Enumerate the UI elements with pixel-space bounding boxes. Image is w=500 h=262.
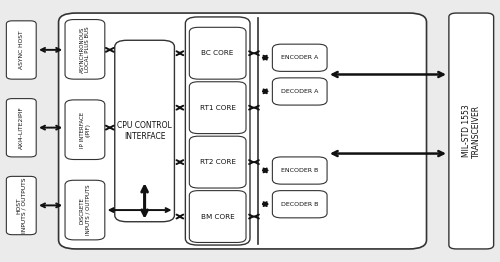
Text: RT1 CORE: RT1 CORE xyxy=(200,105,235,111)
FancyBboxPatch shape xyxy=(190,82,246,134)
Text: DECODER B: DECODER B xyxy=(281,202,318,207)
FancyBboxPatch shape xyxy=(58,13,426,249)
Text: HOST
INPUTS / OUTPUTS: HOST INPUTS / OUTPUTS xyxy=(16,178,26,233)
FancyBboxPatch shape xyxy=(65,100,105,160)
FancyBboxPatch shape xyxy=(272,78,327,105)
FancyBboxPatch shape xyxy=(6,99,36,157)
FancyBboxPatch shape xyxy=(190,27,246,79)
FancyBboxPatch shape xyxy=(190,191,246,242)
Text: ENCODER B: ENCODER B xyxy=(281,168,318,173)
FancyBboxPatch shape xyxy=(6,176,36,235)
Text: BM CORE: BM CORE xyxy=(201,214,234,220)
FancyBboxPatch shape xyxy=(272,44,327,71)
Text: CPU CONTROL
INTERFACE: CPU CONTROL INTERFACE xyxy=(117,121,172,141)
FancyBboxPatch shape xyxy=(190,136,246,188)
Text: AXI4-LITE2IPIF: AXI4-LITE2IPIF xyxy=(19,106,24,149)
Text: MIL-STD 1553
TRANSCEIVER: MIL-STD 1553 TRANSCEIVER xyxy=(462,105,481,157)
Text: DECODER A: DECODER A xyxy=(281,89,318,94)
Text: ASYNC HOST: ASYNC HOST xyxy=(19,31,24,69)
Text: ENCODER A: ENCODER A xyxy=(281,55,318,60)
FancyBboxPatch shape xyxy=(65,180,105,240)
Text: IP INTERFACE
(IPIF): IP INTERFACE (IPIF) xyxy=(80,112,90,148)
Text: DISCRETE
INPUTS / OUTPUTS: DISCRETE INPUTS / OUTPUTS xyxy=(80,185,90,235)
FancyBboxPatch shape xyxy=(272,191,327,218)
Text: RT2 CORE: RT2 CORE xyxy=(200,159,235,165)
Text: BC CORE: BC CORE xyxy=(202,50,234,56)
Text: ASYNCHRONOUS
LOCAL PLUS BUS: ASYNCHRONOUS LOCAL PLUS BUS xyxy=(80,26,90,73)
FancyBboxPatch shape xyxy=(272,157,327,184)
FancyBboxPatch shape xyxy=(449,13,494,249)
FancyBboxPatch shape xyxy=(65,20,105,79)
FancyBboxPatch shape xyxy=(186,17,250,245)
FancyBboxPatch shape xyxy=(115,40,174,222)
FancyBboxPatch shape xyxy=(6,21,36,79)
